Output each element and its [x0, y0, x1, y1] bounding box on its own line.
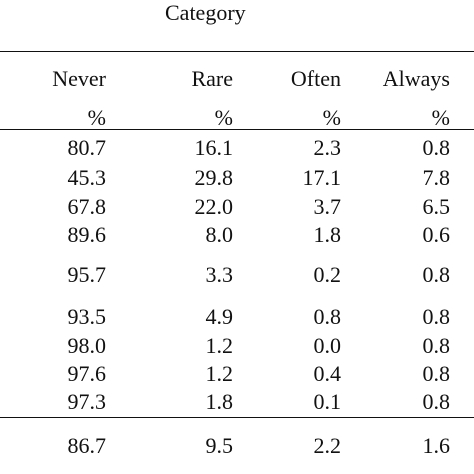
header-rule [0, 129, 474, 131]
table-cell: 0.1 [313, 389, 342, 414]
group-header: Category [165, 0, 246, 25]
table-cell: 17.1 [302, 165, 342, 190]
column-header-always: Always [382, 66, 450, 91]
unit-cell: % [322, 105, 341, 130]
table-cell: 67.8 [67, 194, 107, 219]
table-cell: 1.2 [205, 333, 234, 358]
table-cell: 80.7 [67, 135, 107, 160]
table-cell: 45.3 [67, 165, 107, 190]
table-cell: 0.8 [422, 361, 451, 386]
table-cell: 97.3 [67, 389, 107, 414]
table-cell: 6.5 [422, 194, 451, 219]
table-row: 98.0 1.2 0.0 0.8 [0, 333, 474, 359]
total-cell: 1.6 [422, 433, 451, 458]
table-cell: 3.3 [205, 262, 234, 287]
table-cell: 0.8 [422, 135, 451, 160]
unit-row: % % % % [0, 105, 474, 131]
table-cell: 97.6 [67, 361, 107, 386]
table-cell: 4.9 [205, 304, 234, 329]
table-row: 97.3 1.8 0.1 0.8 [0, 389, 474, 415]
table-cell: 0.8 [422, 333, 451, 358]
table-row: 89.6 8.0 1.8 0.6 [0, 222, 474, 248]
table-cell: 22.0 [194, 194, 234, 219]
unit-cell: % [431, 105, 450, 130]
table-row: 80.7 16.1 2.3 0.8 [0, 135, 474, 161]
unit-cell: % [214, 105, 233, 130]
table-cell: 0.8 [422, 389, 451, 414]
table-row: 93.5 4.9 0.8 0.8 [0, 304, 474, 330]
table-cell: 7.8 [422, 165, 451, 190]
table-row: 97.6 1.2 0.4 0.8 [0, 361, 474, 387]
column-header-often: Often [290, 66, 341, 91]
table-cell: 0.0 [313, 333, 342, 358]
header-row: Never Rare Often Always [0, 66, 474, 92]
table-row: 67.8 22.0 3.7 6.5 [0, 194, 474, 220]
table-cell: 1.8 [205, 389, 234, 414]
total-row: 86.7 9.5 2.2 1.6 [0, 433, 474, 459]
unit-cell: % [87, 105, 106, 130]
total-cell: 86.7 [67, 433, 107, 458]
table-cell: 89.6 [67, 222, 107, 247]
total-cell: 9.5 [205, 433, 234, 458]
table-row: 95.7 3.3 0.2 0.8 [0, 262, 474, 288]
total-rule [0, 417, 474, 419]
column-header-rare: Rare [191, 66, 233, 91]
column-header-never: Never [52, 66, 106, 91]
top-rule [0, 51, 474, 53]
total-cell: 2.2 [313, 433, 342, 458]
table-cell: 0.8 [422, 304, 451, 329]
table-row: 45.3 29.8 17.1 7.8 [0, 165, 474, 191]
table-cell: 98.0 [67, 333, 107, 358]
table-cell: 0.8 [313, 304, 342, 329]
table-cell: 16.1 [194, 135, 234, 160]
table-cell: 0.6 [422, 222, 451, 247]
table-cell: 3.7 [313, 194, 342, 219]
table-cell: 0.2 [313, 262, 342, 287]
table-cell: 1.2 [205, 361, 234, 386]
table-cell: 95.7 [67, 262, 107, 287]
table-cell: 29.8 [194, 165, 234, 190]
table-cell: 93.5 [67, 304, 107, 329]
table-cell: 1.8 [313, 222, 342, 247]
table-cell: 8.0 [205, 222, 234, 247]
table-cell: 0.8 [422, 262, 451, 287]
table-cell: 2.3 [313, 135, 342, 160]
table-cell: 0.4 [313, 361, 342, 386]
